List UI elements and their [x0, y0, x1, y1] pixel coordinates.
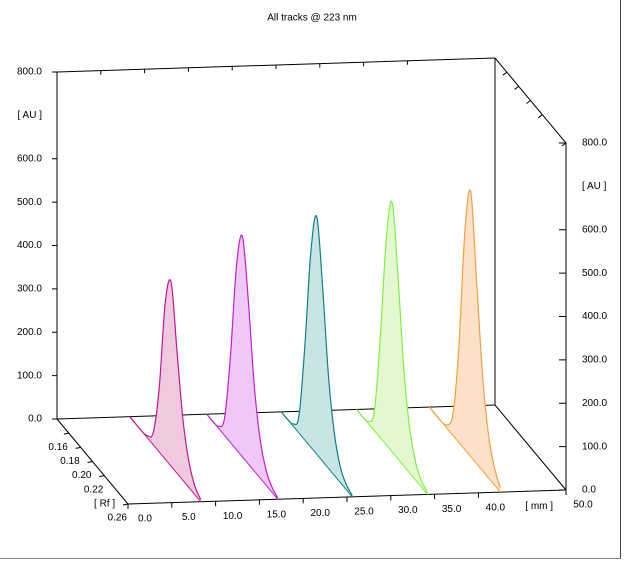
track-area	[281, 215, 353, 497]
y2-tick-label: 800.0	[582, 138, 607, 149]
track-area	[429, 190, 501, 493]
chart-title: All tracks @ 223 nm	[267, 13, 357, 24]
track-line	[206, 234, 279, 499]
track-line	[356, 200, 429, 493]
track-line	[129, 279, 202, 500]
z-tick	[99, 475, 105, 478]
z-tick	[75, 446, 81, 449]
x-tick-label: 40.0	[486, 502, 506, 513]
x-tick-label: 5.0	[182, 512, 196, 523]
x-tick-label: 0.0	[138, 514, 152, 525]
x-axis-label: [ mm ]	[525, 501, 553, 512]
z-axis-label: [ Rf ]	[94, 498, 115, 509]
y-axis-label: [ AU ]	[18, 110, 43, 121]
y-tick-label: 500.0	[17, 197, 42, 208]
z-tick-label: 0.20	[72, 470, 92, 481]
y2-tick-label: 300.0	[582, 355, 607, 366]
track-baseline	[206, 413, 279, 500]
y2-tick-label: 500.0	[582, 268, 607, 279]
y2-tick-label: 100.0	[582, 441, 607, 452]
z-tick-label: 0.22	[84, 484, 104, 495]
z-tick	[502, 71, 508, 76]
x-tick-label: 35.0	[442, 504, 462, 515]
z-tick-label: 0.16	[48, 442, 68, 453]
x-tick-label: 30.0	[398, 505, 418, 516]
z-tick	[514, 85, 519, 90]
y-tick-label: 0.0	[28, 414, 42, 425]
z-tick	[87, 461, 93, 463]
y-tick-label: 400.0	[17, 240, 42, 251]
track-line	[428, 189, 501, 488]
z-tick	[63, 432, 69, 435]
y-tick-label: 100.0	[17, 370, 42, 381]
x-tick-label: 50.0	[573, 500, 593, 511]
z-tick	[122, 503, 129, 506]
track-baseline	[356, 409, 428, 495]
x-tick-label: 20.0	[310, 508, 330, 519]
x-tick-label: 10.0	[223, 511, 243, 522]
x-tick-label: 25.0	[354, 507, 374, 518]
y-tick-label: 200.0	[17, 327, 42, 338]
z-tick	[526, 100, 531, 104]
y2-tick-label: 600.0	[582, 224, 607, 235]
z-tick-label: 0.26	[108, 513, 128, 524]
y-tick-label: 800.0	[17, 67, 42, 78]
y-tick-label: 300.0	[17, 284, 42, 295]
x-tick-label: 15.0	[267, 509, 287, 520]
y-tick-label: 600.0	[17, 153, 42, 164]
box-edge	[494, 404, 567, 491]
y2-tick-label: 400.0	[582, 311, 607, 322]
z-tick	[561, 142, 567, 147]
z-tick-label: 0.18	[60, 456, 80, 467]
y2-tick-label: 0.0	[582, 485, 596, 496]
track-area	[129, 279, 201, 502]
track-area	[206, 234, 278, 500]
y2-axis-label: [ AU ]	[582, 181, 607, 192]
y2-tick-label: 200.0	[582, 398, 607, 409]
track-line	[280, 214, 353, 496]
z-tick	[538, 114, 543, 119]
track-area	[356, 201, 428, 495]
track-baseline	[280, 411, 353, 498]
